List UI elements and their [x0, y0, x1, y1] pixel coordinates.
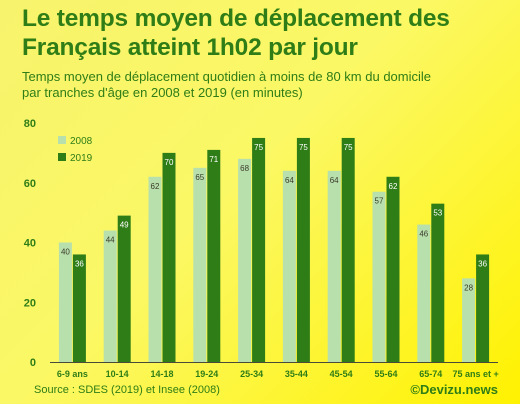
- brand-logo: ©Devizu.news: [410, 382, 498, 397]
- bar-2019: [431, 203, 445, 362]
- data-label-2008: 57: [375, 197, 384, 206]
- x-tick-label: 75 ans et +: [452, 369, 498, 379]
- x-tick-label: 65-74: [419, 369, 442, 379]
- bar-2008: [282, 170, 296, 362]
- legend-label-2008: 2008: [70, 136, 93, 147]
- data-label-2019: 49: [120, 221, 129, 230]
- x-axis: 6-9 ans 10-14 14-18 19-24 25-34 35-44 45-54 55-…: [57, 369, 499, 379]
- data-labels: 40 36 44 49 62 70 65 71 68 75 64 75 64 75 57 62 46 53 28 36: [61, 143, 488, 292]
- title-line-1: Le temps moyen de déplacement des: [22, 5, 450, 32]
- legend-swatch-2008: [58, 136, 66, 144]
- bar-2008: [417, 224, 431, 362]
- bar-2008: [238, 158, 252, 362]
- y-axis: 0 20 40 60 80: [24, 118, 498, 369]
- bar-2019: [72, 254, 86, 362]
- bar-2019: [117, 215, 131, 362]
- bar-2019: [252, 137, 266, 362]
- data-label-2019: 75: [344, 143, 353, 152]
- bar-2008: [372, 191, 386, 362]
- data-label-2008: 46: [419, 230, 428, 239]
- data-label-2008: 68: [240, 164, 249, 173]
- data-label-2019: 75: [299, 143, 308, 152]
- legend-swatch-2019: [58, 153, 66, 161]
- data-label-2019: 75: [254, 143, 263, 152]
- chart-subtitle: Temps moyen de déplacement quotidien à m…: [22, 69, 512, 101]
- legend-label-2019: 2019: [70, 153, 93, 164]
- bar-2019: [341, 137, 355, 362]
- x-tick-label: 35-44: [285, 369, 308, 379]
- title-line-2: Français atteint 1h02 par jour: [22, 34, 358, 61]
- y-tick-label: 40: [24, 238, 36, 250]
- data-label-2019: 36: [478, 259, 487, 268]
- bar-2019: [476, 254, 490, 362]
- x-tick-label: 19-24: [195, 369, 218, 379]
- bar-2008: [462, 278, 476, 362]
- data-label-2008: 65: [195, 173, 204, 182]
- y-tick-label: 20: [24, 297, 36, 309]
- x-tick-label: 14-18: [150, 369, 173, 379]
- bar-2019: [386, 176, 400, 362]
- data-label-2008: 64: [330, 176, 339, 185]
- page-title: Le temps moyen de déplacement des França…: [22, 4, 512, 62]
- y-tick-label: 80: [24, 118, 36, 130]
- bar-2008: [148, 176, 162, 362]
- bar-2019: [207, 149, 221, 362]
- subtitle-line-1: Temps moyen de déplacement quotidien à m…: [22, 69, 432, 84]
- bar-2008: [103, 230, 117, 362]
- bar-2008: [327, 170, 341, 362]
- source-note: Source : SDES (2019) et Insee (2008): [34, 384, 220, 396]
- bar-2019: [296, 137, 310, 362]
- x-tick-label: 45-54: [330, 369, 353, 379]
- data-label-2019: 62: [389, 182, 398, 191]
- data-label-2008: 62: [151, 182, 160, 191]
- data-label-2019: 71: [209, 155, 218, 164]
- bar-2019: [162, 152, 176, 362]
- data-label-2008: 40: [61, 248, 70, 257]
- bar-2008: [58, 242, 72, 362]
- data-label-2008: 64: [285, 176, 294, 185]
- data-label-2019: 53: [433, 209, 442, 218]
- x-tick-label: 25-34: [240, 369, 263, 379]
- x-tick-label: 6-9 ans: [57, 369, 88, 379]
- subtitle-line-2: par tranches d'âge en 2008 et 2019 (en m…: [22, 85, 303, 100]
- data-label-2008: 28: [464, 283, 473, 292]
- data-label-2008: 44: [106, 236, 115, 245]
- data-label-2019: 70: [165, 158, 174, 167]
- legend: 2008 2019: [58, 136, 93, 164]
- y-tick-label: 60: [24, 178, 36, 190]
- x-tick-label: 55-64: [374, 369, 397, 379]
- bar-2008: [193, 167, 207, 362]
- data-label-2019: 36: [75, 259, 84, 268]
- x-tick-label: 10-14: [106, 369, 129, 379]
- bars: [58, 137, 490, 362]
- y-tick-label: 0: [30, 357, 36, 369]
